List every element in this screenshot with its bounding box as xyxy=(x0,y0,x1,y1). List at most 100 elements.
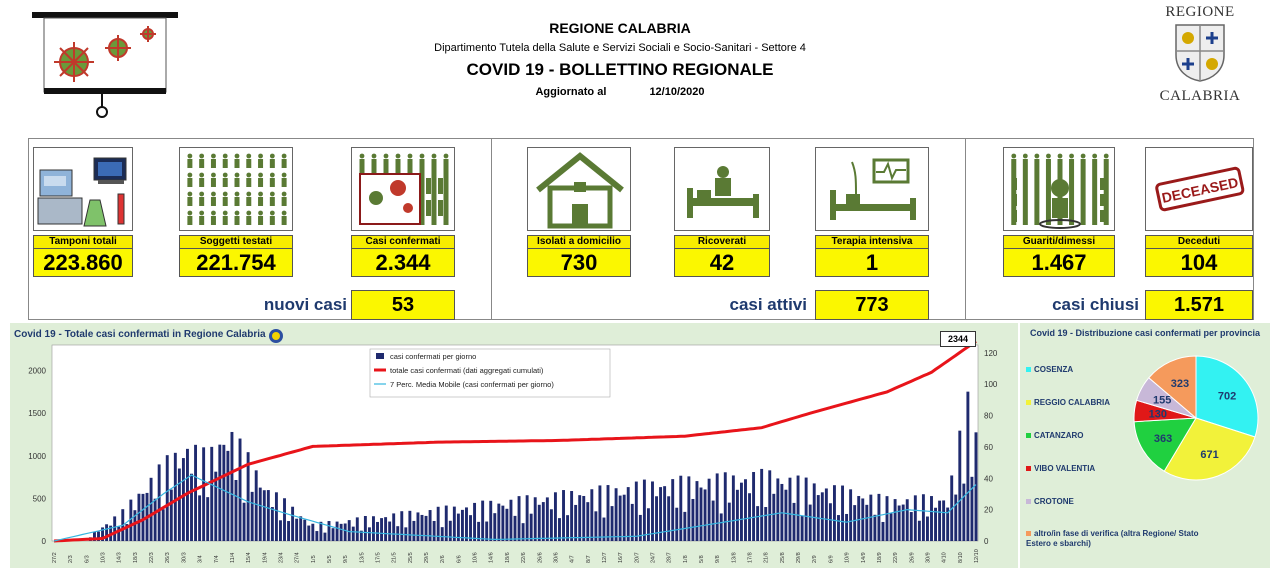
x-tick-label: 18/9 xyxy=(877,552,883,563)
daily-cases-bar xyxy=(283,498,286,541)
person-head xyxy=(234,210,240,216)
daily-cases-bar xyxy=(93,531,96,541)
daily-cases-bar xyxy=(646,508,650,541)
person-head xyxy=(187,153,193,159)
person-body xyxy=(222,197,228,206)
daily-cases-bar xyxy=(250,491,254,541)
person-body xyxy=(234,159,240,168)
daily-cases-bar xyxy=(570,491,574,541)
daily-cases-bar xyxy=(679,475,683,541)
daily-cases-bar xyxy=(618,495,622,541)
daily-cases-bar xyxy=(521,523,525,541)
person-head xyxy=(281,210,287,216)
daily-cases-bar xyxy=(113,516,117,541)
moving-average-line xyxy=(53,474,977,542)
daily-cases-bar xyxy=(101,527,105,541)
kpi-terapia-value: 1 xyxy=(815,249,929,277)
person-body xyxy=(419,159,425,225)
pie-slice xyxy=(1195,355,1259,438)
person-body xyxy=(269,159,275,168)
daily-cases-bar xyxy=(954,494,958,541)
person-head xyxy=(246,210,252,216)
y-left-tick-label: 2000 xyxy=(28,367,46,376)
daily-cases-bar xyxy=(889,513,893,541)
x-tick-label: 10/6 xyxy=(473,552,479,563)
daily-cases-bar xyxy=(493,513,497,541)
x-tick-label: 10/9 xyxy=(845,552,851,563)
person-head xyxy=(246,191,252,197)
daily-cases-bar xyxy=(198,495,202,541)
y-right-tick-label: 40 xyxy=(984,474,993,483)
person-body xyxy=(222,178,228,187)
daily-cases-bar xyxy=(586,502,590,541)
regione-calabria-logo: REGIONE CALABRIA xyxy=(1140,4,1260,114)
pie-legend-label: VIBO VALENTIA xyxy=(1034,464,1096,473)
person-head xyxy=(1092,153,1098,159)
x-tick-label: 21/5 xyxy=(392,552,398,563)
x-tick-label: 29/8 xyxy=(796,552,802,563)
daily-cases-bar xyxy=(432,520,436,541)
daily-cases-bar xyxy=(925,516,929,541)
y-right-tick-label: 0 xyxy=(984,537,989,546)
daily-cases-bar xyxy=(776,478,780,541)
x-tick-label: 2/9 xyxy=(812,555,818,563)
daily-cases-bar xyxy=(190,473,193,541)
daily-cases-bar xyxy=(355,517,359,541)
daily-cases-bar xyxy=(865,504,869,541)
legend-swatch xyxy=(1026,466,1031,472)
person-head xyxy=(222,191,228,197)
person-body xyxy=(1034,159,1040,225)
kpi-isolati: Isolati a domicilio 730 xyxy=(527,147,631,277)
daily-cases-bar xyxy=(477,521,481,541)
daily-cases-bar xyxy=(525,495,529,541)
x-tick-label: 21/8 xyxy=(764,552,770,563)
daily-cases-bar xyxy=(768,470,772,541)
daily-cases-bar xyxy=(873,514,877,541)
recovered-person-icon xyxy=(1003,147,1115,231)
pie-legend-label: REGGIO CALABRIA xyxy=(1034,398,1110,407)
daily-cases-bar xyxy=(452,506,456,541)
x-tick-label: 25/8 xyxy=(780,552,786,563)
daily-cases-bar xyxy=(788,477,792,541)
daily-cases-bar xyxy=(901,504,905,541)
daily-cases-bar xyxy=(553,492,557,541)
daily-cases-bar xyxy=(206,497,210,541)
x-tick-label: 26/6 xyxy=(537,552,543,563)
person-body xyxy=(438,178,443,194)
kpi-tamponi-value: 223.860 xyxy=(33,249,133,277)
logo-top-text: REGIONE xyxy=(1165,4,1235,20)
daily-cases-bar xyxy=(311,523,315,541)
person-head xyxy=(1080,153,1086,159)
daily-cases-bar xyxy=(574,504,578,541)
legend-box xyxy=(369,348,611,398)
person-body xyxy=(1092,159,1098,225)
daily-cases-bar xyxy=(230,431,234,541)
kpi-tamponi-label: Tamponi totali xyxy=(33,235,133,249)
daily-cases-bar xyxy=(129,499,133,541)
daily-cases-bar xyxy=(194,444,198,541)
updated-label: Aggiornato al xyxy=(535,86,607,98)
pie-legend-label: CROTONE xyxy=(1034,497,1074,506)
pie-slice-label: 323 xyxy=(1171,378,1189,390)
person-body xyxy=(199,197,205,206)
daily-cases-bar xyxy=(962,483,966,541)
person-head xyxy=(211,191,216,197)
daily-cases-bar xyxy=(165,455,169,541)
person-head xyxy=(443,153,449,159)
daily-cases-bar xyxy=(614,488,618,541)
person-body xyxy=(199,159,205,168)
daily-cases-bar xyxy=(938,500,942,541)
province-pie-panel: Covid 19 - Distribuzione casi confermati… xyxy=(1020,323,1270,568)
covid-logo xyxy=(30,10,180,120)
coat-of-arms-icon xyxy=(1175,24,1225,82)
x-tick-label: 2/3 xyxy=(68,555,74,563)
x-tick-label: 26/9 xyxy=(909,552,915,563)
person-body xyxy=(187,178,193,187)
daily-cases-bar xyxy=(841,485,844,541)
daily-cases-bar xyxy=(307,525,311,541)
daily-cases-bar xyxy=(153,498,157,541)
person-body xyxy=(210,197,216,206)
person-head xyxy=(383,153,389,159)
person-body xyxy=(281,159,287,168)
